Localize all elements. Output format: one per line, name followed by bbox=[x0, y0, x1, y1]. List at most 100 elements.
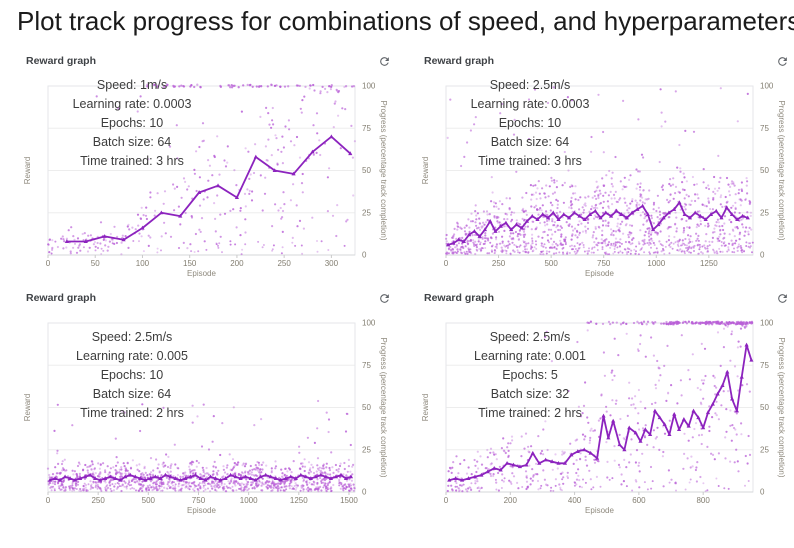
trend-marker bbox=[318, 472, 323, 477]
scatter-point bbox=[460, 246, 463, 249]
scatter-point bbox=[586, 250, 589, 252]
scatter-point bbox=[172, 84, 175, 88]
scatter-point bbox=[226, 145, 229, 148]
refresh-button[interactable] bbox=[376, 53, 392, 69]
refresh-button[interactable] bbox=[774, 290, 790, 306]
scatter-point bbox=[238, 482, 241, 485]
scatter-point bbox=[584, 455, 587, 458]
scatter-point bbox=[628, 461, 631, 464]
scatter-point bbox=[104, 244, 107, 247]
trend-marker bbox=[710, 401, 715, 406]
scatter-point bbox=[556, 467, 559, 470]
scatter-point bbox=[104, 481, 107, 484]
trend-marker bbox=[662, 422, 667, 426]
scatter-point bbox=[508, 208, 511, 211]
scatter-point bbox=[494, 478, 497, 481]
trend-marker bbox=[153, 474, 158, 479]
scatter-point bbox=[51, 476, 54, 479]
scatter-point bbox=[301, 99, 304, 102]
scatter-point bbox=[53, 482, 56, 485]
scatter-point bbox=[160, 474, 163, 477]
scatter-point bbox=[546, 448, 549, 452]
scatter-point bbox=[281, 475, 284, 478]
scatter-point bbox=[264, 481, 267, 484]
scatter-point bbox=[618, 198, 621, 201]
scatter-point bbox=[721, 250, 724, 253]
scatter-point bbox=[195, 150, 198, 153]
scatter-point bbox=[128, 481, 131, 484]
scatter-point bbox=[740, 246, 743, 249]
scatter-point bbox=[230, 479, 233, 482]
scatter-point bbox=[530, 445, 533, 448]
scatter-point bbox=[734, 226, 737, 229]
scatter-point bbox=[115, 241, 118, 245]
scatter-point bbox=[699, 475, 702, 479]
right-axis-tick-label: 100 bbox=[760, 319, 774, 328]
trend-marker bbox=[62, 474, 68, 479]
scatter-point bbox=[544, 224, 547, 227]
scatter-point bbox=[601, 206, 605, 209]
scatter-point bbox=[254, 468, 257, 471]
scatter-point bbox=[675, 489, 677, 492]
scatter-point bbox=[701, 321, 704, 325]
scatter-point bbox=[344, 85, 348, 88]
scatter-point bbox=[545, 252, 548, 255]
scatter-point bbox=[676, 243, 679, 246]
scatter-point bbox=[322, 464, 325, 467]
scatter-point bbox=[554, 478, 557, 481]
scatter-point bbox=[734, 242, 737, 245]
scatter-point bbox=[209, 483, 212, 486]
scatter-point bbox=[630, 249, 633, 252]
scatter-point bbox=[484, 247, 487, 249]
scatter-point bbox=[698, 243, 701, 246]
scatter-point bbox=[53, 489, 56, 492]
scatter-point bbox=[654, 231, 657, 234]
scatter-point bbox=[590, 135, 593, 139]
trend-marker bbox=[213, 476, 218, 480]
scatter-point bbox=[461, 490, 464, 493]
scatter-point bbox=[333, 102, 336, 105]
scatter-point bbox=[127, 483, 130, 485]
scatter-point bbox=[489, 474, 493, 478]
scatter-point bbox=[352, 85, 356, 88]
scatter-point bbox=[644, 198, 647, 201]
scatter-point bbox=[288, 487, 291, 490]
x-axis-tick-label: 1500 bbox=[340, 496, 358, 505]
scatter-point bbox=[230, 83, 233, 87]
refresh-button[interactable] bbox=[774, 53, 790, 69]
scatter-point bbox=[270, 467, 273, 470]
scatter-point bbox=[69, 485, 72, 487]
trend-marker bbox=[310, 149, 315, 154]
scatter-point bbox=[115, 464, 118, 467]
scatter-point bbox=[534, 240, 537, 243]
trend-marker bbox=[729, 212, 735, 216]
scatter-point bbox=[740, 433, 743, 436]
scatter-point bbox=[185, 481, 189, 484]
trend-marker bbox=[466, 476, 471, 480]
scatter-point bbox=[541, 187, 544, 190]
scatter-point bbox=[325, 490, 328, 493]
scatter-point bbox=[154, 209, 157, 212]
scatter-point bbox=[300, 462, 303, 465]
scatter-point bbox=[70, 486, 73, 489]
scatter-point bbox=[548, 250, 551, 253]
scatter-point bbox=[596, 186, 599, 189]
scatter-point bbox=[289, 199, 292, 202]
scatter-point bbox=[723, 236, 726, 239]
scatter-point bbox=[89, 234, 92, 237]
scatter-point bbox=[711, 231, 715, 234]
scatter-point bbox=[474, 221, 477, 224]
scatter-point bbox=[490, 462, 493, 465]
scatter-point bbox=[622, 321, 625, 324]
scatter-point bbox=[48, 476, 51, 479]
scatter-point bbox=[556, 224, 559, 227]
scatter-point bbox=[60, 482, 63, 485]
scatter-point bbox=[186, 247, 189, 250]
scatter-point bbox=[312, 124, 315, 127]
scatter-point bbox=[508, 479, 511, 482]
trend-marker bbox=[681, 417, 686, 421]
scatter-point bbox=[256, 469, 259, 472]
refresh-button[interactable] bbox=[376, 290, 392, 306]
scatter-point bbox=[736, 249, 739, 252]
scatter-point bbox=[324, 482, 327, 485]
